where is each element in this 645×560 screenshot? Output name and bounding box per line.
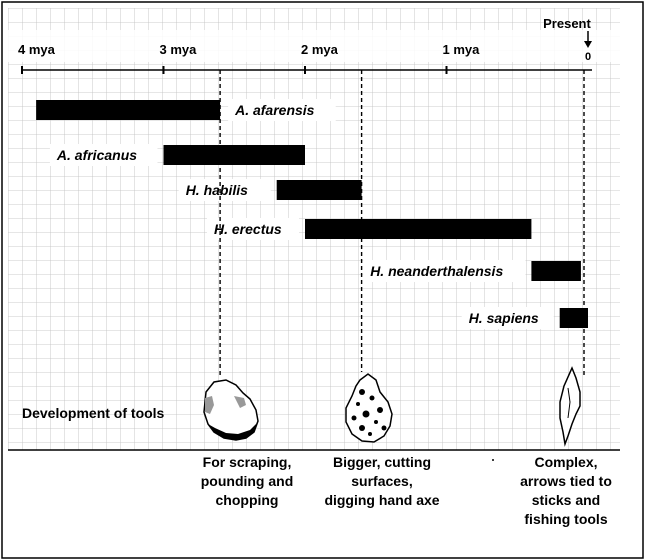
tools-title: Development of tools	[22, 405, 165, 421]
tool-caption-line: digging hand axe	[324, 492, 439, 508]
species-label-bg	[461, 307, 554, 329]
species-label: H. habilis	[186, 182, 248, 198]
axis-tick-label: 1 mya	[443, 42, 481, 57]
axis-tick-label: 4 mya	[18, 42, 56, 57]
species-label: H. erectus	[214, 221, 282, 237]
species-label: A. afarensis	[234, 102, 315, 118]
species-label-bg	[178, 179, 271, 201]
species-bar	[305, 219, 532, 239]
species-label: H. sapiens	[469, 310, 539, 326]
hand-axe-icon	[345, 373, 393, 443]
stray-dot	[492, 459, 494, 461]
zero-label: 0	[585, 51, 591, 63]
species-label-bg	[228, 99, 336, 121]
axis-tick-label: 3 mya	[160, 42, 198, 57]
species-bar	[276, 180, 362, 200]
species-label-bg	[207, 218, 299, 240]
tool-caption-line: pounding and	[201, 473, 294, 489]
tool-dashed-lines	[219, 70, 363, 376]
axis-label-band	[8, 30, 620, 62]
tool-caption-line: arrows tied to	[520, 473, 612, 489]
axis-tick-label: 2 mya	[301, 42, 339, 57]
species-label-bg	[49, 144, 158, 166]
arrowhead-icon	[559, 366, 581, 447]
tool-captions: For scraping, pounding and chopping Bigger,…	[201, 454, 612, 527]
stone-chopper-icon	[203, 379, 259, 441]
present-arrow-icon	[584, 41, 592, 48]
present-label: Present	[543, 16, 591, 31]
species-label: H. neanderthalensis	[370, 263, 503, 279]
tool-caption-line: Complex,	[534, 454, 597, 470]
species-label-bg	[363, 260, 526, 282]
species-bar	[163, 145, 305, 165]
species-bar	[36, 100, 221, 120]
species-bar	[559, 308, 588, 328]
species-label: A. africanus	[56, 147, 137, 163]
tool-caption-line: sticks and	[532, 492, 600, 508]
species-bars: A. afarensis A. africanus H. habilis H. ere…	[36, 99, 588, 329]
axis-ticks: 4 mya 3 mya 2 mya 1 mya	[18, 42, 480, 74]
tool-caption-line: chopping	[216, 492, 279, 508]
tool-caption-line: surfaces,	[351, 473, 412, 489]
tool-caption-line: Bigger, cutting	[333, 454, 431, 470]
species-bar	[531, 261, 581, 281]
tool-caption-line: fishing tools	[524, 511, 607, 527]
tool-caption-line: For scraping,	[203, 454, 292, 470]
